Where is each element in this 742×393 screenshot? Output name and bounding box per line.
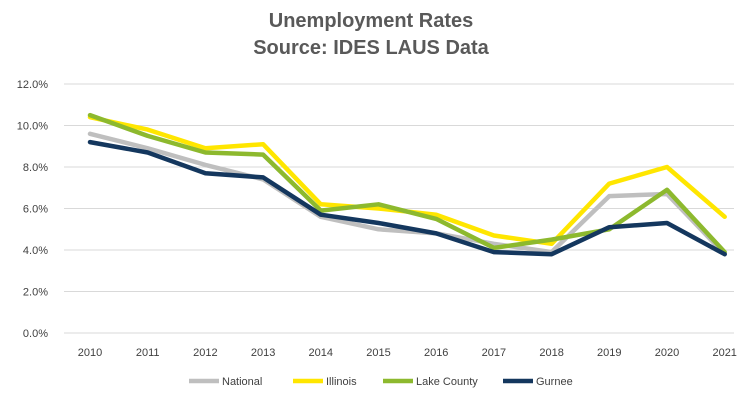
legend-label: National — [222, 376, 262, 388]
x-tick-label: 2016 — [424, 347, 448, 359]
series-line-national — [87, 131, 727, 257]
x-tick-label: 2014 — [309, 347, 333, 359]
y-tick-label: 8.0% — [23, 162, 48, 174]
legend-label: Gurnee — [536, 376, 573, 388]
legend-item: Lake County — [383, 376, 478, 388]
legend-item: National — [189, 376, 262, 388]
series-line-lake-county — [87, 112, 727, 255]
x-tick-label: 2017 — [482, 347, 506, 359]
legend-item: Illinois — [293, 376, 357, 388]
legend: National Illinois Lake County Gurnee — [189, 376, 573, 388]
legend-item: Gurnee — [503, 376, 573, 388]
x-tick-label: 2011 — [136, 347, 160, 359]
y-tick-label: 0.0% — [23, 328, 48, 340]
y-tick-label: 4.0% — [23, 245, 48, 257]
gridlines — [64, 83, 734, 334]
x-axis-ticks: 2010 2011 2012 2013 2014 2015 2016 2017 2018 2019… — [78, 347, 737, 359]
series-lines — [87, 112, 727, 257]
x-tick-label: 2013 — [251, 347, 275, 359]
legend-label: Illinois — [326, 376, 357, 388]
chart-subtitle-line: Source: IDES LAUS Data — [253, 37, 489, 59]
x-tick-label: 2015 — [366, 347, 390, 359]
x-tick-label: 2020 — [655, 347, 679, 359]
y-tick-label: 10.0% — [17, 121, 48, 133]
legend-label: Lake County — [416, 376, 478, 388]
x-tick-label: 2021 — [712, 347, 736, 359]
y-axis-ticks: 0.0% 2.0% 4.0% 6.0% 8.0% 10.0% 12.0% — [17, 79, 48, 340]
y-tick-label: 2.0% — [23, 287, 48, 299]
chart-title: Unemployment Rates Source: IDES LAUS Dat… — [0, 8, 742, 62]
x-tick-label: 2012 — [193, 347, 217, 359]
chart-title-line: Unemployment Rates — [268, 10, 474, 32]
y-tick-label: 6.0% — [23, 204, 48, 216]
y-tick-label: 12.0% — [17, 79, 48, 91]
series-line-gurnee — [87, 139, 727, 257]
x-tick-label: 2018 — [539, 347, 563, 359]
x-tick-label: 2019 — [597, 347, 621, 359]
x-tick-label: 2010 — [78, 347, 102, 359]
